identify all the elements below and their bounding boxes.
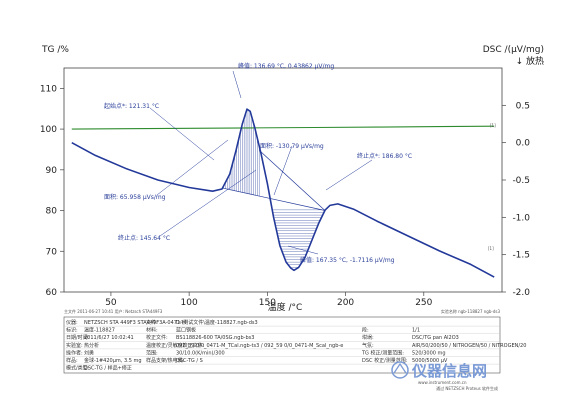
table-cell: 模式/类型: <box>66 365 90 372</box>
annotation-onset: 起始点*: 121.31 °C <box>104 102 159 110</box>
tg-curve-marker: [1] <box>490 123 496 128</box>
tg-curve <box>71 125 495 130</box>
table-cell: 刘勇 <box>84 349 94 356</box>
peak-hatching <box>223 109 324 268</box>
table-cell: DSC-TG / S <box>176 358 203 364</box>
footer-right-note: 实验名称 ngb-118827 ngb-ds3 <box>441 308 501 314</box>
y-left-tick-label: 60 <box>46 288 58 298</box>
table-cell: NETZSCH STA 449F3 STA449F3A-0471-M <box>84 320 186 326</box>
table-cell: 520/3000 mg <box>412 350 446 356</box>
leader-peak2 <box>287 245 319 255</box>
table-cell: 校正文件: <box>146 334 168 341</box>
table-cell: 样品支架/热电偶: <box>146 357 185 364</box>
plot-frame <box>63 67 503 293</box>
table-cell: 30/10.0(K/min)/300 <box>176 350 225 356</box>
footer-bottom-note: 通过 NETZSCH Proteus 软件生成 <box>436 385 498 391</box>
watermark-logo-mark-icon <box>393 362 407 374</box>
table-cell: 材料: <box>146 327 158 334</box>
annotation-peak1: 峰值: 136.69 °C, 0.43862 μV/mg <box>238 62 334 70</box>
table-cell: BS118826-600 TA/0SG.ngb-bs3 <box>176 335 254 341</box>
curves <box>71 108 495 278</box>
y-right-tick-label: -1.0 <box>512 213 530 223</box>
table-cell: 日期/时间: <box>66 334 90 341</box>
table-cell: 标识: <box>66 327 78 334</box>
annotation-end1: 终止点: 145.64 °C <box>118 234 170 242</box>
y-axis-left-label: TG /% <box>41 45 69 55</box>
baseline-endotherm <box>222 187 325 211</box>
x-tick-label: 150 <box>259 298 276 308</box>
leader-end2 <box>325 159 373 191</box>
y-left-tick-label: 100 <box>40 125 57 135</box>
y-left-tick-label: 70 <box>46 247 58 257</box>
table-cell: DSC/TG pan Al2O3 <box>412 335 459 341</box>
table-cell: 2011/6/27 10:02:41 <box>84 335 134 341</box>
leader-peak1 <box>232 70 242 99</box>
x-tick-label: 100 <box>181 298 198 308</box>
table-cell: 热分析 <box>84 342 99 349</box>
annotation-leaders <box>149 70 373 255</box>
annotation-peak2: 峰值: 167.35 °C, -1.7116 μV/mg <box>300 256 395 264</box>
y-right-tick-label: 0.5 <box>516 101 530 111</box>
x-tick-label: 200 <box>337 298 354 308</box>
info-table-cells: 仪器: NETZSCH STA 449F3 STA449F3A-0471-M文件:… <box>64 319 526 372</box>
exotherm-direction-label: ↓ 放热 <box>516 55 544 67</box>
annotation-area2: 面积: -130.79 μVs/mg <box>260 142 324 150</box>
axis-ticks: 50 100 150 200 250 60 70 80 90 100 110 0.5 0.0 -0.5 -1… <box>40 84 530 308</box>
leader-onset <box>149 107 215 161</box>
table-cell: AIR/50/200/50 / NITROGEN/50 / NITROGEN/2… <box>412 343 526 349</box>
leader-end1 <box>159 169 257 237</box>
table-cell: 蓝口钢板 <box>176 327 196 334</box>
x-tick-label: 250 <box>415 298 432 308</box>
x-axis-label: 温度 /°C <box>268 301 303 313</box>
table-cell: 1/1 <box>412 328 420 334</box>
table-cell: DSC-TG / 样品+修正 <box>84 365 132 372</box>
y-right-tick-label: -0.5 <box>512 176 530 186</box>
y-right-tick-label: -1.5 <box>512 251 530 261</box>
y-left-tick-label: 80 <box>46 207 58 217</box>
watermark-text: 仪器信息网 <box>411 362 487 380</box>
table-cell: 文件: <box>146 319 158 326</box>
table-cell: 仪器: <box>66 320 78 326</box>
table-cell: 段: <box>362 327 369 334</box>
watermark: 仪器信息网 www.instrument.com.cn <box>391 361 487 385</box>
dsc-curve-marker: [1] <box>488 246 494 251</box>
annotation-end2: 终止点*: 186.80 °C <box>357 152 412 160</box>
table-cell: 温度-118827 <box>84 327 115 334</box>
watermark-logo-icon <box>391 361 409 379</box>
footer-left-note: 主文件 2011-06-27 10:41 用户: Netzsch STA449F… <box>64 308 163 314</box>
y-right-tick-label: -2.0 <box>512 288 530 298</box>
annotation-area1: 面积: 65.958 μVs/mg <box>104 193 166 201</box>
table-cell: 范围: <box>146 349 158 356</box>
table-cell: 5000/5000 μV <box>412 358 448 364</box>
table-cell: DSC 校正/测量范围: <box>362 357 408 364</box>
watermark-subtext: www.instrument.com.cn <box>418 380 467 385</box>
dsc-curve <box>71 108 495 278</box>
info-table <box>63 316 501 374</box>
table-cell: 温度校正/灵敏度校正文件: <box>146 342 205 349</box>
y-axis-right-label: DSC /(μV/mg) <box>483 45 544 55</box>
baseline-exotherm <box>260 151 326 211</box>
y-left-tick-label: 90 <box>46 166 58 176</box>
table-cell: D:\测试文件\温度-118827.ngb-ds3 <box>176 319 258 326</box>
leader-area2 <box>273 145 293 196</box>
y-left-tick-label: 110 <box>40 84 57 94</box>
leader-area1 <box>156 139 229 196</box>
table-cell: 金球-1#420μm, 3.5 mg <box>84 357 142 364</box>
table-cell: 092_59 0/0_0471-M_TCal.ngb-ts3 / 092_59 … <box>176 343 343 349</box>
table-cell: 坩埚: <box>362 334 374 341</box>
table-cell: 操作者: <box>66 349 83 356</box>
table-cell: 实验室: <box>66 342 83 349</box>
y-right-tick-label: 0.0 <box>516 139 531 149</box>
table-cell: 气氛: <box>362 342 374 349</box>
table-cell: TG 校正/测量范围: <box>361 349 404 356</box>
table-cell: 样品: <box>66 357 78 364</box>
x-tick-label: 50 <box>105 298 117 308</box>
